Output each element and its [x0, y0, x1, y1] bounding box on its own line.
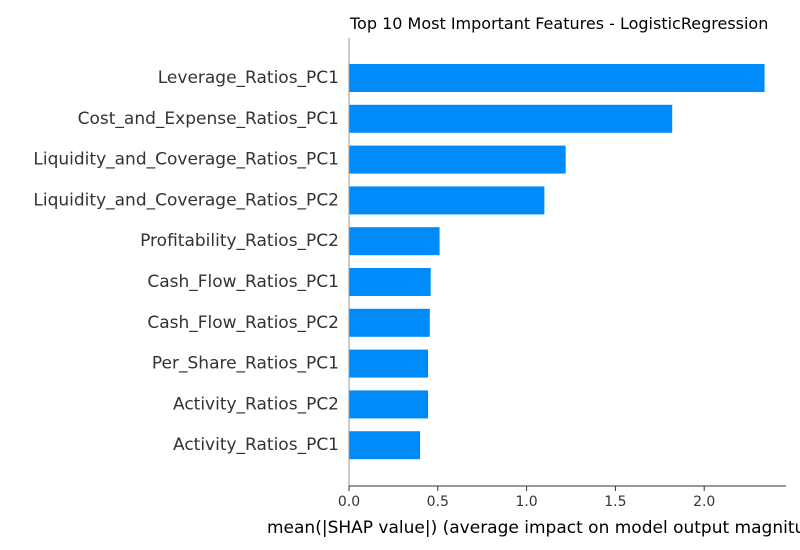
- category-label: Leverage_Ratios_PC1: [158, 68, 339, 88]
- category-label: Cost_and_Expense_Ratios_PC1: [78, 109, 339, 129]
- bar-Profitability_Ratios_PC2: [349, 227, 440, 256]
- bar-Cash_Flow_Ratios_PC2: [349, 308, 430, 337]
- x-axis-label: mean(|SHAP value|) (average impact on mo…: [267, 518, 800, 538]
- x-tick-label: 0.0: [338, 494, 360, 510]
- bar-Liquidity_and_Coverage_Ratios_PC2: [349, 186, 545, 215]
- bar-Activity_Ratios_PC1: [349, 431, 421, 460]
- x-tick-label: 1.5: [604, 494, 626, 510]
- bar-Leverage_Ratios_PC1: [349, 64, 765, 92]
- chart-title: Top 10 Most Important Features - Logisti…: [349, 14, 768, 33]
- category-label: Per_Share_Ratios_PC1: [152, 354, 339, 374]
- category-label: Profitability_Ratios_PC2: [140, 231, 339, 251]
- category-label: Activity_Ratios_PC2: [173, 394, 339, 414]
- bar-Cash_Flow_Ratios_PC1: [349, 268, 431, 296]
- bar-Activity_Ratios_PC2: [349, 390, 429, 419]
- category-label: Cash_Flow_Ratios_PC1: [147, 272, 339, 292]
- bar-Cost_and_Expense_Ratios_PC1: [349, 104, 673, 133]
- category-label: Activity_Ratios_PC1: [173, 435, 339, 455]
- x-ticks-group: 0.0 0.5 1.0 1.5 2.0: [338, 486, 715, 510]
- bar-Liquidity_and_Coverage_Ratios_PC1: [349, 145, 566, 174]
- category-label: Liquidity_and_Coverage_Ratios_PC2: [33, 190, 339, 210]
- x-tick-label: 1.0: [515, 494, 537, 510]
- category-label: Cash_Flow_Ratios_PC2: [147, 313, 339, 333]
- bar-Per_Share_Ratios_PC1: [349, 349, 429, 378]
- x-tick-label: 2.0: [693, 494, 715, 510]
- bars-group: [349, 64, 765, 460]
- x-tick-label: 0.5: [427, 494, 449, 510]
- category-label: Liquidity_and_Coverage_Ratios_PC1: [33, 150, 339, 170]
- category-labels-group: Leverage_Ratios_PC1 Cost_and_Expense_Rati…: [33, 68, 339, 455]
